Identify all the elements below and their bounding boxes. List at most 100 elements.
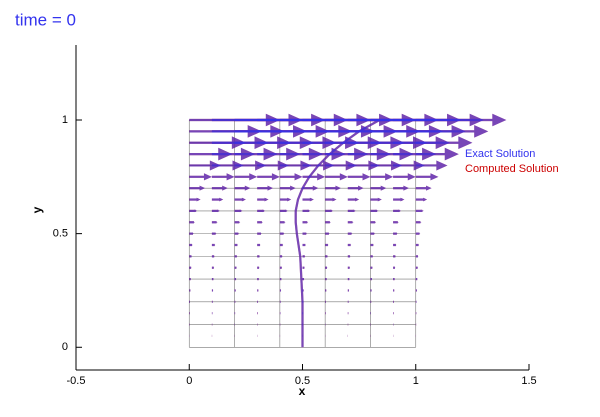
arrow <box>211 255 215 258</box>
arrow-head <box>326 267 328 269</box>
arrow-head <box>192 221 195 224</box>
chart-title: time = 0 <box>15 10 76 29</box>
x-tick-label: 0.5 <box>295 375 310 387</box>
arrow <box>302 185 319 191</box>
arrow <box>393 232 398 235</box>
arrow-head <box>492 113 507 127</box>
arrow <box>279 232 285 235</box>
arrow-head <box>281 278 282 280</box>
arrow <box>189 209 198 213</box>
arrow-head <box>303 278 305 280</box>
arrow-head <box>190 278 192 280</box>
arrow <box>279 255 283 258</box>
arrow-head <box>339 173 348 181</box>
arrow-head <box>203 173 212 181</box>
arrow <box>189 232 194 235</box>
arrow <box>393 243 397 247</box>
arrow-head <box>236 244 238 246</box>
arrow-head <box>385 173 394 181</box>
arrow-head <box>380 185 387 191</box>
arrow-head <box>217 209 220 213</box>
arrow <box>211 277 214 281</box>
arrow-head <box>374 221 377 224</box>
arrow-head <box>328 232 330 235</box>
profile-curve <box>294 119 381 348</box>
arrow <box>189 197 201 202</box>
arrow <box>347 255 351 258</box>
arrow <box>302 277 305 281</box>
arrow <box>393 221 399 224</box>
arrow-head <box>306 221 309 224</box>
y-tick-label: 0 <box>62 341 68 353</box>
arrow-head <box>394 278 395 280</box>
arrow <box>257 266 260 269</box>
arrow-head <box>372 255 374 257</box>
arrow-head <box>271 173 280 181</box>
arrow <box>393 266 396 269</box>
arrow-head <box>303 267 305 269</box>
arrow <box>234 185 251 191</box>
arrow-head <box>260 232 262 235</box>
arrow-head <box>260 221 263 224</box>
arrow-head <box>244 185 251 191</box>
arrow-head <box>335 185 342 191</box>
arrow-head <box>222 185 228 191</box>
x-tick-label: 1.5 <box>521 375 536 387</box>
arrow <box>370 243 374 247</box>
arrow-head <box>417 255 419 257</box>
arrow-head <box>241 197 246 202</box>
arrow <box>370 221 377 224</box>
arrow <box>189 266 192 269</box>
arrow <box>325 197 337 202</box>
arrow-head <box>350 244 352 246</box>
arrow-head <box>281 255 283 257</box>
legend-entry: Computed Solution <box>465 163 559 175</box>
arrow-head <box>417 244 420 246</box>
legend-entry: Exact Solution <box>465 148 535 160</box>
arrow <box>279 266 283 269</box>
arrow-head <box>199 185 206 191</box>
arrow-head <box>237 232 240 235</box>
arrow <box>415 136 473 150</box>
arrow <box>257 221 263 224</box>
arrow-head <box>327 244 329 246</box>
arrow-head <box>396 221 399 224</box>
y-axis-label: y <box>30 206 44 213</box>
arrow-head <box>418 232 421 235</box>
arrow <box>211 266 215 269</box>
arrow <box>415 125 489 138</box>
arrow-head <box>287 197 292 202</box>
arrow-head <box>304 244 306 246</box>
arrow-head <box>420 209 424 213</box>
arrow-head <box>328 221 331 224</box>
arrow <box>370 209 379 213</box>
arrow-head <box>430 173 439 181</box>
arrow-head <box>348 278 350 280</box>
arrow-head <box>213 255 215 257</box>
arrow <box>257 255 260 258</box>
arrow <box>211 243 216 247</box>
arrow <box>302 266 305 269</box>
arrow-head <box>249 173 258 181</box>
arrow <box>302 243 306 247</box>
arrow-head <box>350 232 353 235</box>
arrow <box>347 243 352 247</box>
arrow <box>189 243 193 247</box>
arrow-head <box>436 160 448 171</box>
arrow-head <box>258 255 260 257</box>
arrow <box>302 197 314 202</box>
arrow-head <box>194 209 198 213</box>
arrow <box>415 173 439 181</box>
arrow <box>211 221 218 224</box>
arrow <box>415 243 420 247</box>
arrow-head <box>317 173 326 181</box>
arrow-head <box>282 244 284 246</box>
arrow-head <box>282 232 285 235</box>
arrow <box>370 185 387 191</box>
arrow-head <box>362 173 371 181</box>
arrow <box>189 221 195 224</box>
arrow <box>415 160 448 171</box>
arrow-head <box>398 209 402 213</box>
arrow <box>234 255 238 258</box>
